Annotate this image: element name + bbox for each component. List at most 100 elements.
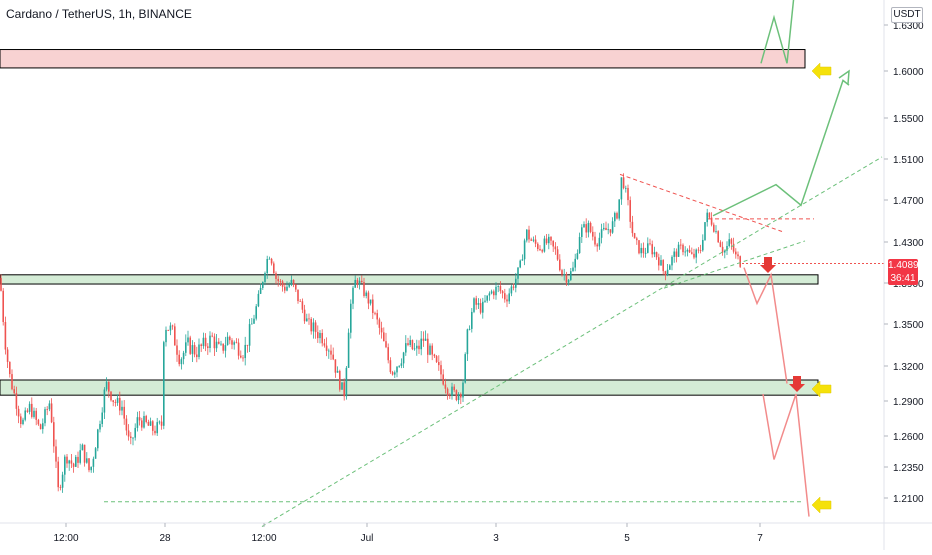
candle-body <box>59 487 62 488</box>
support-zone <box>0 274 819 285</box>
candle-body <box>314 322 317 333</box>
candle-body <box>163 342 165 426</box>
candle-body <box>444 384 447 389</box>
candle-body <box>378 319 381 328</box>
candle-body <box>110 391 112 401</box>
candle-body <box>477 303 480 305</box>
bullish-projection-path <box>712 79 850 217</box>
candle-body <box>380 327 383 333</box>
candle-body <box>253 318 255 324</box>
candle-body <box>653 252 656 255</box>
candle-body <box>141 420 143 428</box>
candle-body <box>455 390 458 401</box>
price-tick-label: 1.3500 <box>893 320 924 331</box>
candle-body <box>332 354 334 360</box>
candle-body <box>633 233 636 239</box>
candle-body <box>66 456 68 464</box>
candle-body <box>372 299 374 313</box>
price-tick-label: 1.5100 <box>893 155 924 166</box>
candle-body <box>231 340 233 345</box>
candle-body <box>532 239 535 241</box>
candle-body <box>193 345 196 355</box>
candle-body <box>493 291 495 296</box>
candle-body <box>323 343 326 346</box>
currency-badge[interactable]: USDT <box>891 7 923 23</box>
candle-body <box>246 344 249 346</box>
candle-body <box>662 260 664 272</box>
candle-body <box>389 360 392 373</box>
candle-body <box>739 256 741 267</box>
candle-body <box>405 343 407 353</box>
candle-body <box>356 279 359 285</box>
candle-body <box>561 270 563 275</box>
candle-body <box>539 248 541 251</box>
candle-body <box>574 258 576 268</box>
trendline <box>261 156 883 527</box>
time-tick-label: 12:00 <box>53 533 78 544</box>
candle-body <box>376 313 378 320</box>
candle-body <box>644 252 647 254</box>
candle-body <box>99 423 101 430</box>
candle-body <box>583 224 585 228</box>
candle-body <box>589 222 592 232</box>
candle-body <box>427 338 429 355</box>
candle-body <box>422 338 425 341</box>
candle-body <box>61 474 64 488</box>
candle-body <box>220 343 222 345</box>
candle-body <box>180 359 183 365</box>
candle-body <box>334 359 337 373</box>
candle-body <box>53 422 55 447</box>
candle-body <box>611 221 614 233</box>
candle-body <box>453 386 455 391</box>
trendline <box>663 240 806 289</box>
candle-body <box>226 336 229 346</box>
candle-body <box>636 238 638 241</box>
candle-body <box>433 354 436 357</box>
candle-body <box>178 354 180 365</box>
candle-body <box>279 281 282 282</box>
candle-body <box>182 352 185 360</box>
candle-body <box>438 362 440 366</box>
symbol-title[interactable]: Cardano / TetherUS, 1h, BINANCE <box>6 7 192 21</box>
candle-body <box>299 301 301 302</box>
candle-body <box>248 324 251 346</box>
candle-body <box>116 397 119 403</box>
price-tick-label: 1.4300 <box>893 238 924 249</box>
candle-body <box>671 256 673 266</box>
candle-body <box>4 322 7 350</box>
resistance-zone <box>0 49 806 69</box>
candle-body <box>81 444 84 451</box>
candle-body <box>675 251 678 257</box>
candle-body <box>512 286 515 288</box>
candle-body <box>237 342 240 356</box>
candle-body <box>222 343 224 351</box>
candle-body <box>682 244 684 253</box>
candle-body <box>537 243 539 249</box>
candle-body <box>446 388 449 396</box>
candle-body <box>655 252 658 258</box>
price-tick-label: 1.2100 <box>893 494 924 505</box>
candle-body <box>352 287 354 304</box>
candle-body <box>119 397 121 411</box>
candle-body <box>68 460 70 464</box>
candle-body <box>556 249 559 260</box>
time-tick-label: 7 <box>757 533 763 544</box>
candle-body <box>330 350 332 355</box>
candle-body <box>354 279 356 288</box>
candle-body <box>224 345 227 351</box>
candle-body <box>607 229 609 231</box>
candle-body <box>2 290 4 323</box>
bullish-upper-projection-path <box>760 0 795 64</box>
candle-body <box>563 274 565 276</box>
candle-body <box>288 284 290 287</box>
candle-body <box>147 422 150 426</box>
candle-body <box>398 365 400 367</box>
candle-body <box>735 251 737 255</box>
candle-body <box>145 416 147 423</box>
candle-body <box>424 338 427 341</box>
arrow-right-icon <box>811 380 832 398</box>
candle-body <box>686 249 689 252</box>
candle-body <box>48 403 51 410</box>
